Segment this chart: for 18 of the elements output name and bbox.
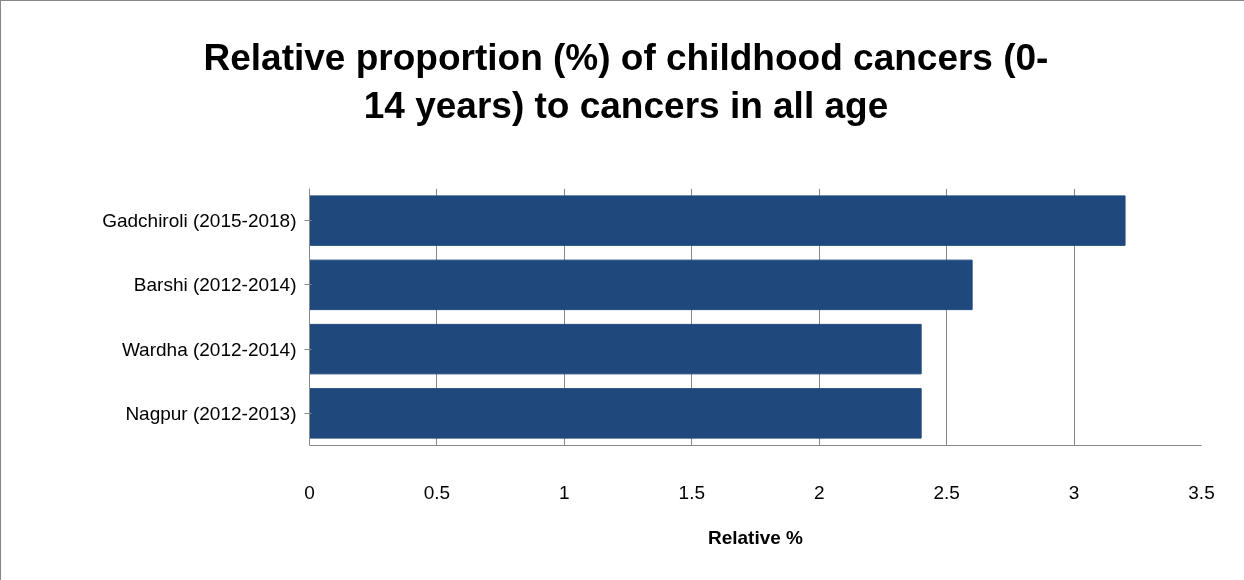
x-tick-label: 3.5 bbox=[1188, 481, 1215, 503]
x-axis-title: Relative % bbox=[707, 526, 804, 548]
x-tick-label: 1.5 bbox=[678, 481, 705, 503]
y-tick-label: Nagpur (2012-2013) bbox=[125, 402, 297, 424]
x-tick-label: 0.5 bbox=[423, 481, 451, 503]
y-tick-label: Barshi (2012-2014) bbox=[133, 274, 297, 296]
y-tick-label: Gadchiroli (2015-2018) bbox=[102, 210, 297, 232]
x-tick-label: 3 bbox=[1068, 481, 1080, 503]
x-tick-label: 0 bbox=[304, 481, 315, 503]
bar bbox=[309, 388, 922, 439]
y-tick-label: Wardha (2012-2014) bbox=[121, 338, 297, 360]
bar bbox=[309, 195, 1126, 246]
bar bbox=[309, 323, 922, 375]
x-tick-label: 2 bbox=[813, 481, 825, 503]
chart-title: Relative proportion (%) of childhood cancers (0-14 years) to cancers in all age bbox=[203, 36, 1049, 129]
x-tick-label: 1 bbox=[559, 481, 570, 503]
x-tick-label: 2.5 bbox=[933, 481, 960, 503]
bar bbox=[309, 259, 973, 311]
